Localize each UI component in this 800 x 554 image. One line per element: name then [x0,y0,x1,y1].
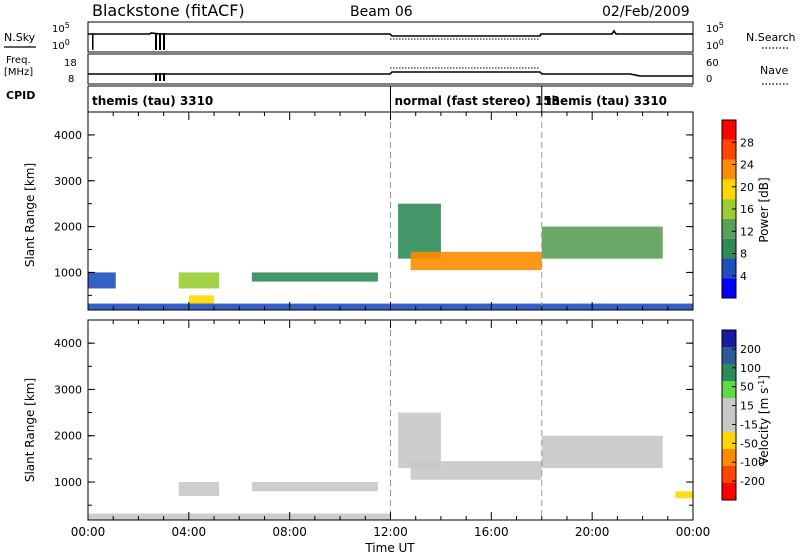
cpid-label: CPID [6,89,35,102]
colorbar-frame [721,329,737,501]
nsky-right-tick-bottom: 100 [706,38,724,52]
ytick-label: 1000 [54,476,82,489]
colorbar-segment [722,330,736,347]
colorbar-segment [722,159,736,180]
data-region [398,412,441,469]
nave-tick-top: 60 [706,58,719,69]
nsky-label: N.Sky [4,31,36,44]
beam-title: Beam 06 [350,4,413,20]
ytick-label: 4000 [54,129,82,142]
colorbar-segment [722,199,736,219]
nsearch-label: N.Search [746,31,796,44]
velocity-ylabel: Slant Range [km] [23,378,37,482]
nsky-trace [88,29,693,50]
data-region [178,482,220,496]
colorbar-segment [722,120,736,140]
data-region [541,226,663,259]
velocity-colorbar: 200 100 50 15 -15 -50 -100 -200 [721,329,765,501]
xtick-label: 16:00 [474,525,509,539]
colorbar-segment [722,278,736,298]
colorbar-tick-label: 28 [740,136,754,149]
colorbar-tick-label: 15 [740,400,754,413]
colorbar-segment [722,398,736,415]
colorbar-tick-label: 16 [740,203,754,216]
xtick-label: 00:00 [71,525,106,539]
time-xlabel: Time UT [364,541,415,554]
colorbar-tick-label: 200 [740,343,761,356]
xtick-label: 00:00 [676,525,711,539]
colorbar-tick-label: 4 [740,270,747,283]
colorbar-segment [722,218,736,239]
nsky-right-tick-top: 105 [706,21,724,35]
xtick-label: 04:00 [172,525,207,539]
cpid-label-2: themis (tau) 3310 [546,94,667,108]
colorbar-tick-label: -50 [740,437,758,450]
date-title: 02/Feb/2009 [602,4,690,20]
velocity-colorbar-label: Velocity [m s-1] [757,375,771,465]
freq-tick-bottom: 8 [68,74,74,85]
freq-label-line2: [MHz] [4,67,33,78]
ytick-label: 4000 [54,337,82,350]
colorbar-segment [722,483,736,500]
ytick-label: 1000 [54,266,82,279]
colorbar-tick-label: 50 [740,381,754,394]
xtick-label: 08:00 [272,525,307,539]
freq-trace [88,67,693,81]
colorbar-segment [722,238,736,259]
station-title: Blackstone (fitACF) [92,1,245,20]
colorbar-segment [722,381,736,398]
data-region [541,435,663,469]
colorbar-segment [722,364,736,381]
data-region [675,491,693,499]
power-ylabel: Slant Range [km] [23,163,37,267]
power-colorbar-label: Power [dB] [757,177,771,242]
cpid-label-1: normal (fast stereo) 153 [395,94,561,108]
velocity-panel: 1000 2000 3000 4000 00:00 04:00 08:00 12:00 16:0… [54,319,711,539]
colorbar-tick-label: 20 [740,181,754,194]
nsky-panel-frame [87,21,694,53]
data-region [410,251,542,271]
colorbar-segment [722,139,736,160]
data-region [251,272,378,282]
colorbar-tick-label: 100 [740,362,761,375]
xtick-label: 20:00 [575,525,610,539]
colorbar-tick-label: 24 [740,159,754,172]
colorbar-tick-label: -200 [740,475,765,488]
cpid-label-0: themis (tau) 3310 [92,94,213,108]
nave-label: Nave [760,64,788,77]
ytick-label: 3000 [54,175,82,188]
data-region [251,482,378,492]
colorbar-tick-label: 12 [740,225,754,238]
colorbar-segment [722,347,736,364]
colorbar-tick-label: 8 [740,248,747,261]
cpid-segments: themis (tau) 3310 normal (fast stereo) 15… [87,86,667,112]
colorbar-segment [722,432,736,449]
ytick-label: 2000 [54,221,82,234]
freq-panel-frame [87,53,694,85]
power-colorbar: 4 8 12 16 20 24 28 [721,119,754,299]
power-panel: 1000 2000 3000 4000 [54,111,694,311]
freq-label-line1: Freq. [6,55,31,66]
ytick-label: 2000 [54,430,82,443]
data-region [188,295,215,305]
colorbar-segment [722,415,736,432]
colorbar-segment [722,179,736,200]
data-region [178,272,220,289]
colorbar-segment [722,449,736,466]
nsky-left-tick-top: 105 [52,21,70,35]
data-region [410,461,542,480]
nave-tick-bottom: 0 [706,74,712,85]
colorbar-segment [722,258,736,279]
data-region [398,203,441,259]
colorbar-segment [722,466,736,483]
nsky-left-tick-bottom: 100 [52,38,70,52]
colorbar-tick-label: -15 [740,418,758,431]
ytick-label: 3000 [54,383,82,396]
xtick-label: 12:00 [373,525,408,539]
colorbar-tick-label: -100 [740,456,765,469]
freq-tick-top: 18 [64,58,77,69]
data-region [88,272,116,289]
